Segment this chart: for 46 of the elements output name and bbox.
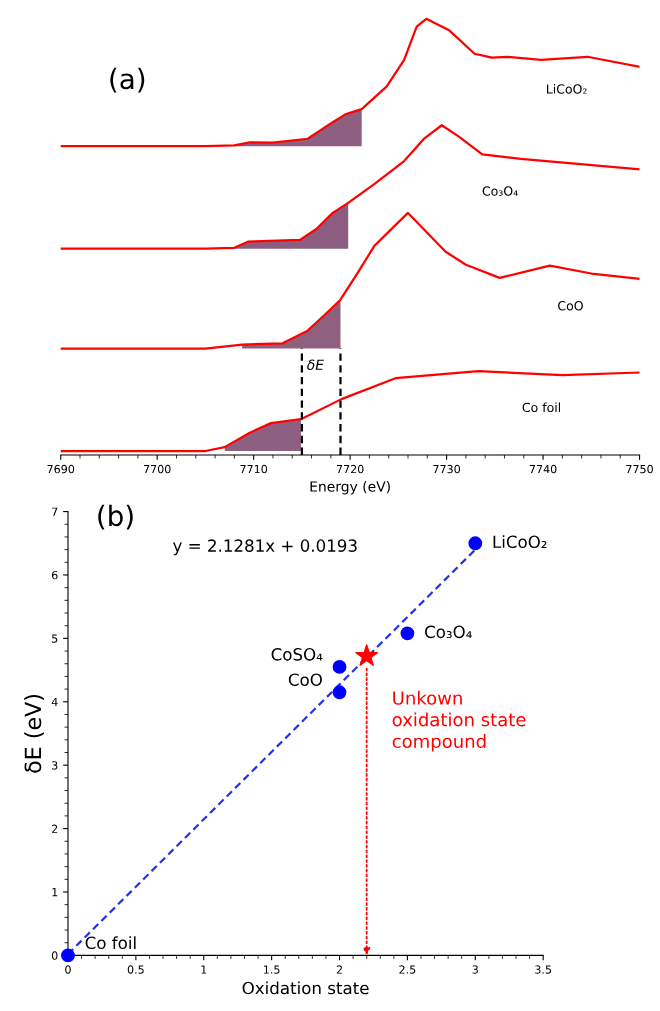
x-tick-label: 7710 (240, 464, 268, 474)
annotation: δE (307, 359, 325, 371)
y-tick-label: 4 (51, 697, 58, 706)
x-tick-label: 7750 (626, 464, 653, 474)
series-label: CoSO₄ (271, 648, 323, 661)
x-tick-label: 2 (336, 965, 342, 974)
y-tick-label: 6 (51, 570, 58, 580)
annotation: Unkown oxidation state compound (392, 690, 526, 752)
y-tick-label: 0 (51, 951, 58, 960)
x-tick-label: 7730 (433, 464, 460, 474)
point (61, 948, 75, 963)
point (332, 685, 347, 700)
y-axis-title: δE (eV) (24, 694, 44, 773)
series-label: Co₃O₄ (425, 625, 472, 639)
x-tick-label: 7700 (143, 464, 171, 474)
x-axis-title: Oxidation state (242, 981, 369, 995)
text: CoO (558, 301, 583, 311)
series-label: LiCoO₂ (493, 535, 547, 549)
series-label: CoO (288, 673, 322, 686)
x-tick-label: 7740 (529, 464, 557, 474)
y-tick-label: 5 (52, 634, 58, 643)
x-tick-label: 0.5 (127, 965, 144, 974)
x-tick-label: 7690 (47, 464, 75, 474)
y-tick-label: 7 (52, 507, 58, 516)
x-tick-label: 7720 (336, 464, 364, 474)
text: Co foil (522, 402, 561, 413)
point (400, 626, 415, 641)
text: Co₃O₄ (482, 186, 518, 196)
x-tick-label: 1.5 (264, 965, 280, 974)
annotation: y = 2.1281x + 0.0193 (173, 539, 357, 556)
point (468, 536, 483, 551)
chart-title: (b) (98, 504, 133, 530)
y-tick-label: 2 (52, 824, 58, 833)
series-label: LiCoO₂ (547, 84, 587, 94)
x-tick-label: 0 (65, 965, 71, 974)
y-tick-label: 1 (52, 888, 58, 897)
x-axis-title: Energy (eV) (310, 481, 390, 495)
x-tick-label: 3 (472, 965, 478, 974)
y-tick-label: 3 (52, 761, 58, 770)
series-label: Co foil (85, 936, 136, 950)
point (355, 644, 379, 666)
x-tick-label: 2.5 (399, 965, 416, 974)
text: (a) (110, 67, 145, 93)
x-tick-label: 3.5 (535, 965, 552, 974)
point (332, 659, 347, 674)
x-tick-label: 1 (201, 965, 207, 974)
